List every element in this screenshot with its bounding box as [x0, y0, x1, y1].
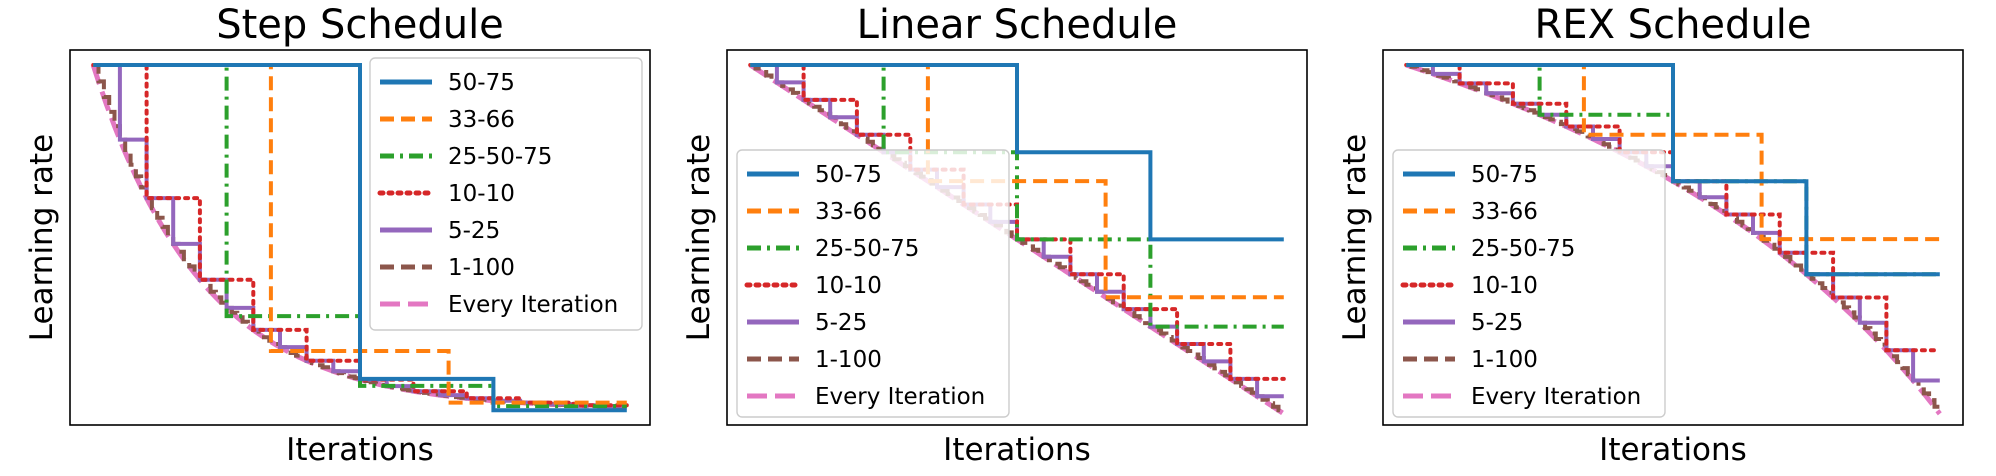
legend-label: 33-66: [1471, 199, 1538, 225]
panel-rex: REX Schedule Iterations Learning rate 50…: [1337, 2, 1964, 468]
legend-label: 10-10: [815, 273, 882, 299]
legend-box: [369, 57, 643, 331]
y-axis-label: Learning rate: [681, 134, 717, 341]
series-line-25-50-75: [750, 63, 1284, 329]
series-line-50-75: [1406, 63, 1940, 277]
legend-label: 25-50-75: [1471, 236, 1575, 262]
series-layer: [1404, 62, 1942, 416]
legend-label: 1-100: [1471, 347, 1538, 373]
chart-title: Step Schedule: [216, 2, 504, 48]
legend-label: 25-50-75: [448, 144, 552, 170]
legend-label: 50-75: [448, 70, 515, 96]
x-axis-label: Iterations: [1599, 432, 1747, 468]
x-axis-label: Iterations: [943, 432, 1091, 468]
legend-label: 5-25: [815, 310, 867, 336]
chart-title: REX Schedule: [1535, 2, 1812, 48]
legend-label: 50-75: [815, 162, 882, 188]
legend-label: 25-50-75: [815, 236, 919, 262]
series-line-10-10: [748, 63, 1286, 381]
plot-frame: [69, 49, 651, 426]
legend-label: Every Iteration: [448, 292, 618, 318]
legend-box: [1392, 149, 1666, 418]
legend-label: 5-25: [448, 218, 500, 244]
legend-label: 33-66: [448, 107, 515, 133]
series-line-50-75: [750, 63, 1284, 242]
series-layer: [748, 62, 1286, 416]
chart-title: Linear Schedule: [857, 2, 1178, 48]
series-line-50-75: [93, 63, 627, 413]
y-axis-label: Learning rate: [1337, 134, 1373, 341]
legend-label: Every Iteration: [815, 384, 985, 410]
plot-frame: [726, 49, 1308, 426]
panel-step: Step Schedule Iterations Learning rate 5…: [24, 2, 651, 468]
plot-frame: [1382, 49, 1964, 426]
legend-label: 10-10: [1471, 273, 1538, 299]
legend-label: 10-10: [448, 181, 515, 207]
legend-box: [736, 149, 1010, 418]
legend-label: 5-25: [1471, 310, 1523, 336]
series-layer: [90, 63, 629, 413]
legend-label: 1-100: [815, 347, 882, 373]
legend-label: 50-75: [1471, 162, 1538, 188]
legend: 50-75 33-66 25-50-75 10-10 5-25 1-100 Every It…: [1392, 149, 1666, 418]
legend: 50-75 33-66 25-50-75 10-10 5-25 1-100 Every It…: [736, 149, 1010, 418]
legend: 50-75 33-66 25-50-75 10-10 5-25 1-100 Every It…: [369, 57, 643, 331]
y-axis-label: Learning rate: [24, 134, 60, 341]
legend-label: 1-100: [448, 255, 515, 281]
x-axis-label: Iterations: [286, 432, 434, 468]
legend-label: 33-66: [815, 199, 882, 225]
panel-linear: Linear Schedule Iterations Learning rate…: [681, 2, 1308, 468]
legend-label: Every Iteration: [1471, 384, 1641, 410]
